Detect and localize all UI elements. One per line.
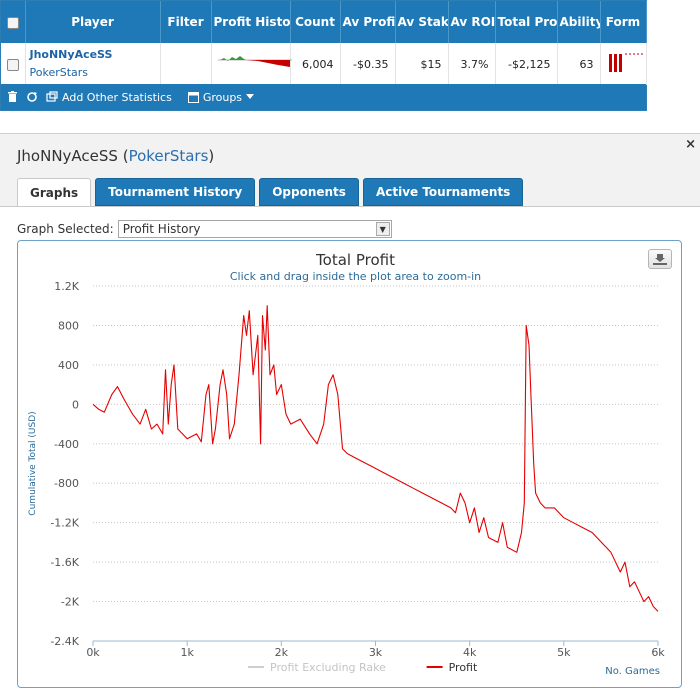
- form-bars-icon: [608, 53, 645, 72]
- player-panel: × JhoNNyAceSS (PokerStars) Graphs Tourna…: [0, 133, 700, 700]
- x-axis-label: No. Games: [605, 666, 660, 677]
- col-header-av-profit[interactable]: Av Profit: [340, 1, 396, 43]
- filter-cell: [160, 43, 212, 85]
- tab-bar: Graphs Tournament History Opponents Acti…: [17, 178, 524, 206]
- y-axis-label: Cumulative Total (USD): [28, 411, 38, 515]
- graph-selected-label: Graph Selected:: [17, 222, 114, 236]
- close-icon[interactable]: ×: [685, 137, 696, 152]
- player-site-link[interactable]: PokerStars: [29, 66, 89, 79]
- groups-icon: [187, 91, 199, 103]
- y-tick-label: 800: [58, 319, 79, 332]
- player-cell: JhoNNyAceSS PokerStars: [25, 43, 161, 85]
- x-tick-label: 5k: [557, 646, 571, 659]
- col-header-ability[interactable]: Ability: [557, 1, 601, 43]
- tab-graphs[interactable]: Graphs: [17, 178, 92, 206]
- col-header-profit-history[interactable]: Profit History: [211, 1, 291, 43]
- stats-toolbar: Add Other Statistics Groups: [1, 84, 646, 110]
- legend-item: Profit Excluding Rake: [270, 661, 386, 674]
- graphs-tab-content: Graph Selected: Profit History ▼ Total P…: [0, 206, 700, 700]
- legend-item: Profit: [449, 661, 478, 674]
- series-line-profit: [92, 305, 659, 612]
- groups-label: Groups: [202, 90, 243, 104]
- y-tick-label: -2K: [61, 596, 80, 609]
- profit-sparkline: [217, 55, 292, 67]
- chevron-down-icon: ▼: [375, 222, 390, 236]
- x-tick-label: 3k: [369, 646, 383, 659]
- panel-player-name: JhoNNyAceSS: [17, 147, 118, 165]
- count-cell: 6,004: [290, 43, 341, 85]
- player-name-link[interactable]: JhoNNyAceSS: [29, 48, 113, 61]
- panel-title: JhoNNyAceSS (PokerStars): [17, 147, 215, 165]
- stats-table: Player Filter Profit History Count Av Pr…: [1, 1, 647, 85]
- refresh-icon[interactable]: [26, 91, 38, 103]
- x-tick-label: 6k: [651, 646, 665, 659]
- col-header-player[interactable]: Player: [25, 1, 161, 43]
- select-all-checkbox[interactable]: [6, 16, 19, 29]
- row-select-cell[interactable]: [1, 43, 26, 85]
- panel-site-link[interactable]: PokerStars: [128, 147, 209, 165]
- select-all-header[interactable]: [1, 1, 26, 43]
- stats-widget: Player Filter Profit History Count Av Pr…: [0, 0, 647, 111]
- add-other-statistics-label: Add Other Statistics: [62, 90, 172, 104]
- form-cell: [600, 43, 647, 85]
- download-button[interactable]: [648, 249, 672, 269]
- av-stake-cell: $15: [395, 43, 449, 85]
- col-header-av-stake[interactable]: Av Stake: [395, 1, 449, 43]
- y-tick-label: 0: [72, 398, 79, 411]
- x-tick-label: 0k: [86, 646, 100, 659]
- col-header-form[interactable]: Form: [600, 1, 647, 43]
- tab-tournament-history[interactable]: Tournament History: [95, 178, 256, 206]
- y-tick-label: 1.2K: [54, 280, 79, 293]
- y-tick-label: -1.2K: [50, 517, 79, 530]
- profit-chart[interactable]: Total Profit Click and drag inside the pl…: [17, 240, 682, 688]
- total-profit-cell: -$2,125: [495, 43, 558, 85]
- row-checkbox[interactable]: [7, 58, 19, 71]
- col-header-count[interactable]: Count: [290, 1, 341, 43]
- chevron-down-icon: [246, 94, 255, 99]
- tab-opponents[interactable]: Opponents: [259, 178, 359, 206]
- chart-title: Total Profit: [315, 251, 395, 269]
- add-window-icon: [46, 91, 58, 102]
- y-tick-label: 400: [58, 359, 79, 372]
- profit-history-cell: [211, 43, 292, 85]
- x-tick-label: 4k: [463, 646, 477, 659]
- graph-select-dropdown[interactable]: Profit History ▼: [117, 220, 392, 238]
- col-header-filter[interactable]: Filter: [160, 1, 212, 43]
- ability-cell: 63: [557, 43, 601, 85]
- col-header-av-roi[interactable]: Av ROI: [448, 1, 496, 43]
- graph-select-row: Graph Selected: Profit History ▼: [17, 220, 392, 238]
- y-tick-label: -2.4K: [50, 635, 79, 648]
- y-tick-label: -800: [54, 477, 79, 490]
- stats-header-row: Player Filter Profit History Count Av Pr…: [1, 1, 647, 43]
- av-profit-cell: -$0.35: [340, 43, 396, 85]
- tab-active-tournaments[interactable]: Active Tournaments: [362, 178, 524, 206]
- y-tick-label: -400: [54, 438, 79, 451]
- col-header-total-profit[interactable]: Total Profit: [495, 1, 558, 43]
- groups-dropdown[interactable]: Groups: [187, 90, 255, 104]
- trash-icon[interactable]: [7, 91, 18, 103]
- av-roi-cell: 3.7%: [448, 43, 496, 85]
- graph-select-value: Profit History: [122, 222, 201, 236]
- download-icon: [653, 254, 667, 265]
- chart-subtitle: Click and drag inside the plot area to z…: [230, 270, 481, 283]
- x-tick-label: 2k: [275, 646, 289, 659]
- table-row: JhoNNyAceSS PokerStars 6,004 -$0.35 $15 …: [1, 43, 647, 85]
- x-tick-label: 1k: [180, 646, 194, 659]
- y-tick-label: -1.6K: [50, 556, 79, 569]
- add-other-statistics-button[interactable]: Add Other Statistics: [46, 91, 172, 104]
